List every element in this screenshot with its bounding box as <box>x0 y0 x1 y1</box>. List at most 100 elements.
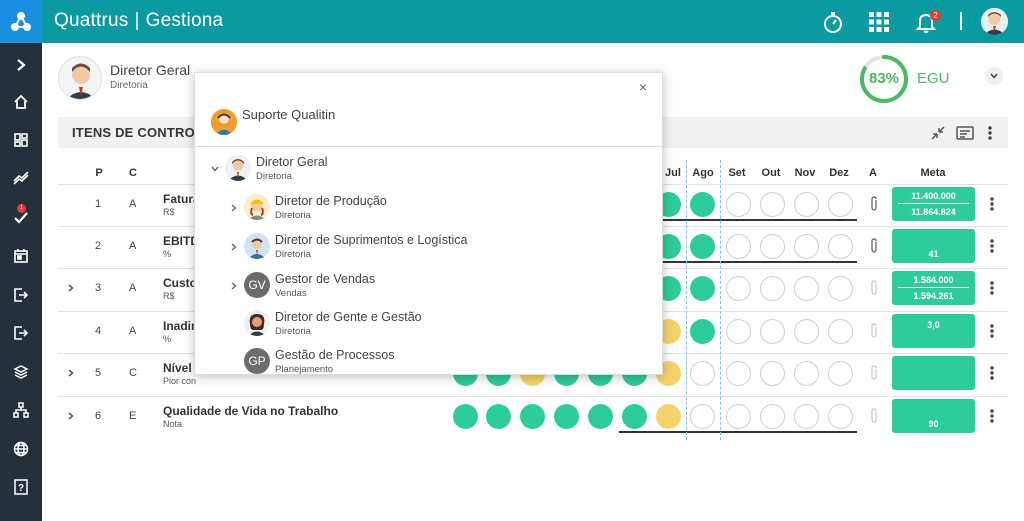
collapse-icon[interactable] <box>928 123 948 143</box>
row-menu-icon[interactable] <box>985 195 999 213</box>
sidebar-item-logout[interactable] <box>0 321 42 345</box>
avatar-initials: GV <box>244 272 270 298</box>
month-status-dot[interactable] <box>588 404 613 429</box>
sidebar-item-trend[interactable] <box>0 167 42 191</box>
month-status-dot[interactable] <box>828 192 853 217</box>
month-status-dot[interactable] <box>622 404 647 429</box>
month-status-dot[interactable] <box>726 361 751 386</box>
meta-value-box[interactable]: 11.400.000 11.864.824 <box>892 187 975 221</box>
attachment-icon[interactable] <box>868 365 880 381</box>
attachment-icon[interactable] <box>868 323 880 339</box>
row-expand-button[interactable] <box>64 409 78 423</box>
tree-item-gestao-processos[interactable]: GP Gestão de Processos Planejamento <box>228 346 528 378</box>
month-status-dot[interactable] <box>794 361 819 386</box>
user-avatar[interactable] <box>981 8 1008 35</box>
row-menu-icon[interactable] <box>985 237 999 255</box>
month-status-dot[interactable] <box>726 319 751 344</box>
tree-item-diretor-geral[interactable]: Diretor Geral Diretoria <box>209 153 509 185</box>
attachment-icon[interactable] <box>868 280 880 296</box>
card-view-icon[interactable] <box>955 123 975 143</box>
month-status-dot[interactable] <box>690 234 715 259</box>
month-status-dot[interactable] <box>760 192 785 217</box>
attachment-icon[interactable] <box>868 196 880 212</box>
month-status-dot[interactable] <box>690 404 715 429</box>
tree-item-gestor-vendas[interactable]: GV Gestor de Vendas Vendas <box>228 270 528 302</box>
attachment-icon[interactable] <box>868 408 880 424</box>
chevron-down-icon[interactable] <box>209 163 221 175</box>
month-status-dot[interactable] <box>760 404 785 429</box>
month-status-dot[interactable] <box>760 234 785 259</box>
row-menu-icon[interactable] <box>985 279 999 297</box>
month-status-dot[interactable] <box>726 234 751 259</box>
indicator-name[interactable]: Custo <box>163 276 197 290</box>
month-status-dot[interactable] <box>453 404 478 429</box>
month-status-dot[interactable] <box>828 234 853 259</box>
month-status-dot[interactable] <box>794 192 819 217</box>
popup-close-button[interactable]: × <box>638 79 648 95</box>
trend-icon <box>13 171 29 185</box>
tree-item-diretor-gente-gestao[interactable]: Diretor de Gente e Gestão Diretoria <box>228 308 528 340</box>
month-status-dot[interactable] <box>690 319 715 344</box>
month-status-dot[interactable] <box>726 276 751 301</box>
sidebar-item-dashboard[interactable] <box>0 128 42 152</box>
bell-icon[interactable] <box>912 8 940 36</box>
meta-value-box[interactable] <box>892 356 975 390</box>
month-status-dot[interactable] <box>828 276 853 301</box>
stopwatch-icon[interactable] <box>819 8 847 36</box>
month-status-dot[interactable] <box>760 319 785 344</box>
month-status-dot[interactable] <box>828 319 853 344</box>
sidebar-item-globe[interactable] <box>0 437 42 461</box>
row-expand-button[interactable] <box>64 281 78 295</box>
egu-expand-button[interactable] <box>985 67 1003 85</box>
meta-target: 11.400.000 <box>911 191 956 201</box>
chevron-right-icon[interactable] <box>228 241 240 253</box>
meta-value-box[interactable]: 90 <box>892 399 975 433</box>
column-header-meta: Meta <box>920 167 946 179</box>
row-menu-icon[interactable] <box>985 322 999 340</box>
sidebar-item-hierarchy[interactable] <box>0 398 42 422</box>
month-status-dot[interactable] <box>726 192 751 217</box>
sidebar-expand-button[interactable] <box>0 53 42 77</box>
apps-grid-icon[interactable] <box>865 8 893 36</box>
logo-button[interactable] <box>0 0 42 43</box>
month-status-dot[interactable] <box>690 361 715 386</box>
popup-header-label[interactable]: Suporte Qualitin <box>242 107 336 122</box>
row-class: A <box>129 240 137 252</box>
row-menu-icon[interactable] <box>985 364 999 382</box>
month-status-dot[interactable] <box>828 361 853 386</box>
month-status-dot[interactable] <box>760 361 785 386</box>
attachment-icon[interactable] <box>868 238 880 254</box>
month-status-dot[interactable] <box>656 404 681 429</box>
month-status-dot[interactable] <box>726 404 751 429</box>
chevron-right-icon[interactable] <box>228 202 240 214</box>
tree-item-diretor-suprimentos[interactable]: Diretor de Suprimentos e Logística Diret… <box>228 231 548 263</box>
section-menu-icon[interactable] <box>980 123 1000 143</box>
month-status-dot[interactable] <box>794 234 819 259</box>
sidebar-item-calendar[interactable] <box>0 244 42 268</box>
month-status-dot[interactable] <box>794 276 819 301</box>
chevron-right-icon[interactable] <box>228 280 240 292</box>
month-status-dot[interactable] <box>828 404 853 429</box>
meta-value-box[interactable]: 41 <box>892 229 975 263</box>
indicator-unit: Pior con <box>163 376 197 386</box>
month-status-dot[interactable] <box>760 276 785 301</box>
month-status-dot[interactable] <box>486 404 511 429</box>
month-status-dot[interactable] <box>690 276 715 301</box>
notification-badge: 2 <box>930 10 941 21</box>
month-status-dot[interactable] <box>554 404 579 429</box>
meta-value-box[interactable]: 1.584.000 1.594.261 <box>892 271 975 305</box>
month-status-dot[interactable] <box>520 404 545 429</box>
month-status-dot[interactable] <box>794 404 819 429</box>
sidebar-item-tasks[interactable]: 1 <box>0 204 42 229</box>
sidebar-item-help[interactable]: ? <box>0 475 42 499</box>
row-expand-button[interactable] <box>64 366 78 380</box>
sidebar-item-home[interactable] <box>0 90 42 114</box>
row-menu-icon[interactable] <box>985 407 999 425</box>
month-status-dot[interactable] <box>690 192 715 217</box>
sidebar-item-login[interactable] <box>0 283 42 307</box>
sidebar-item-layers[interactable] <box>0 360 42 384</box>
indicator-name[interactable]: Qualidade de Vida no Trabalho <box>163 404 339 418</box>
month-status-dot[interactable] <box>794 319 819 344</box>
meta-value-box[interactable]: 3,0 <box>892 314 975 348</box>
tree-item-diretor-producao[interactable]: Diretor de Produção Diretoria <box>228 192 528 224</box>
